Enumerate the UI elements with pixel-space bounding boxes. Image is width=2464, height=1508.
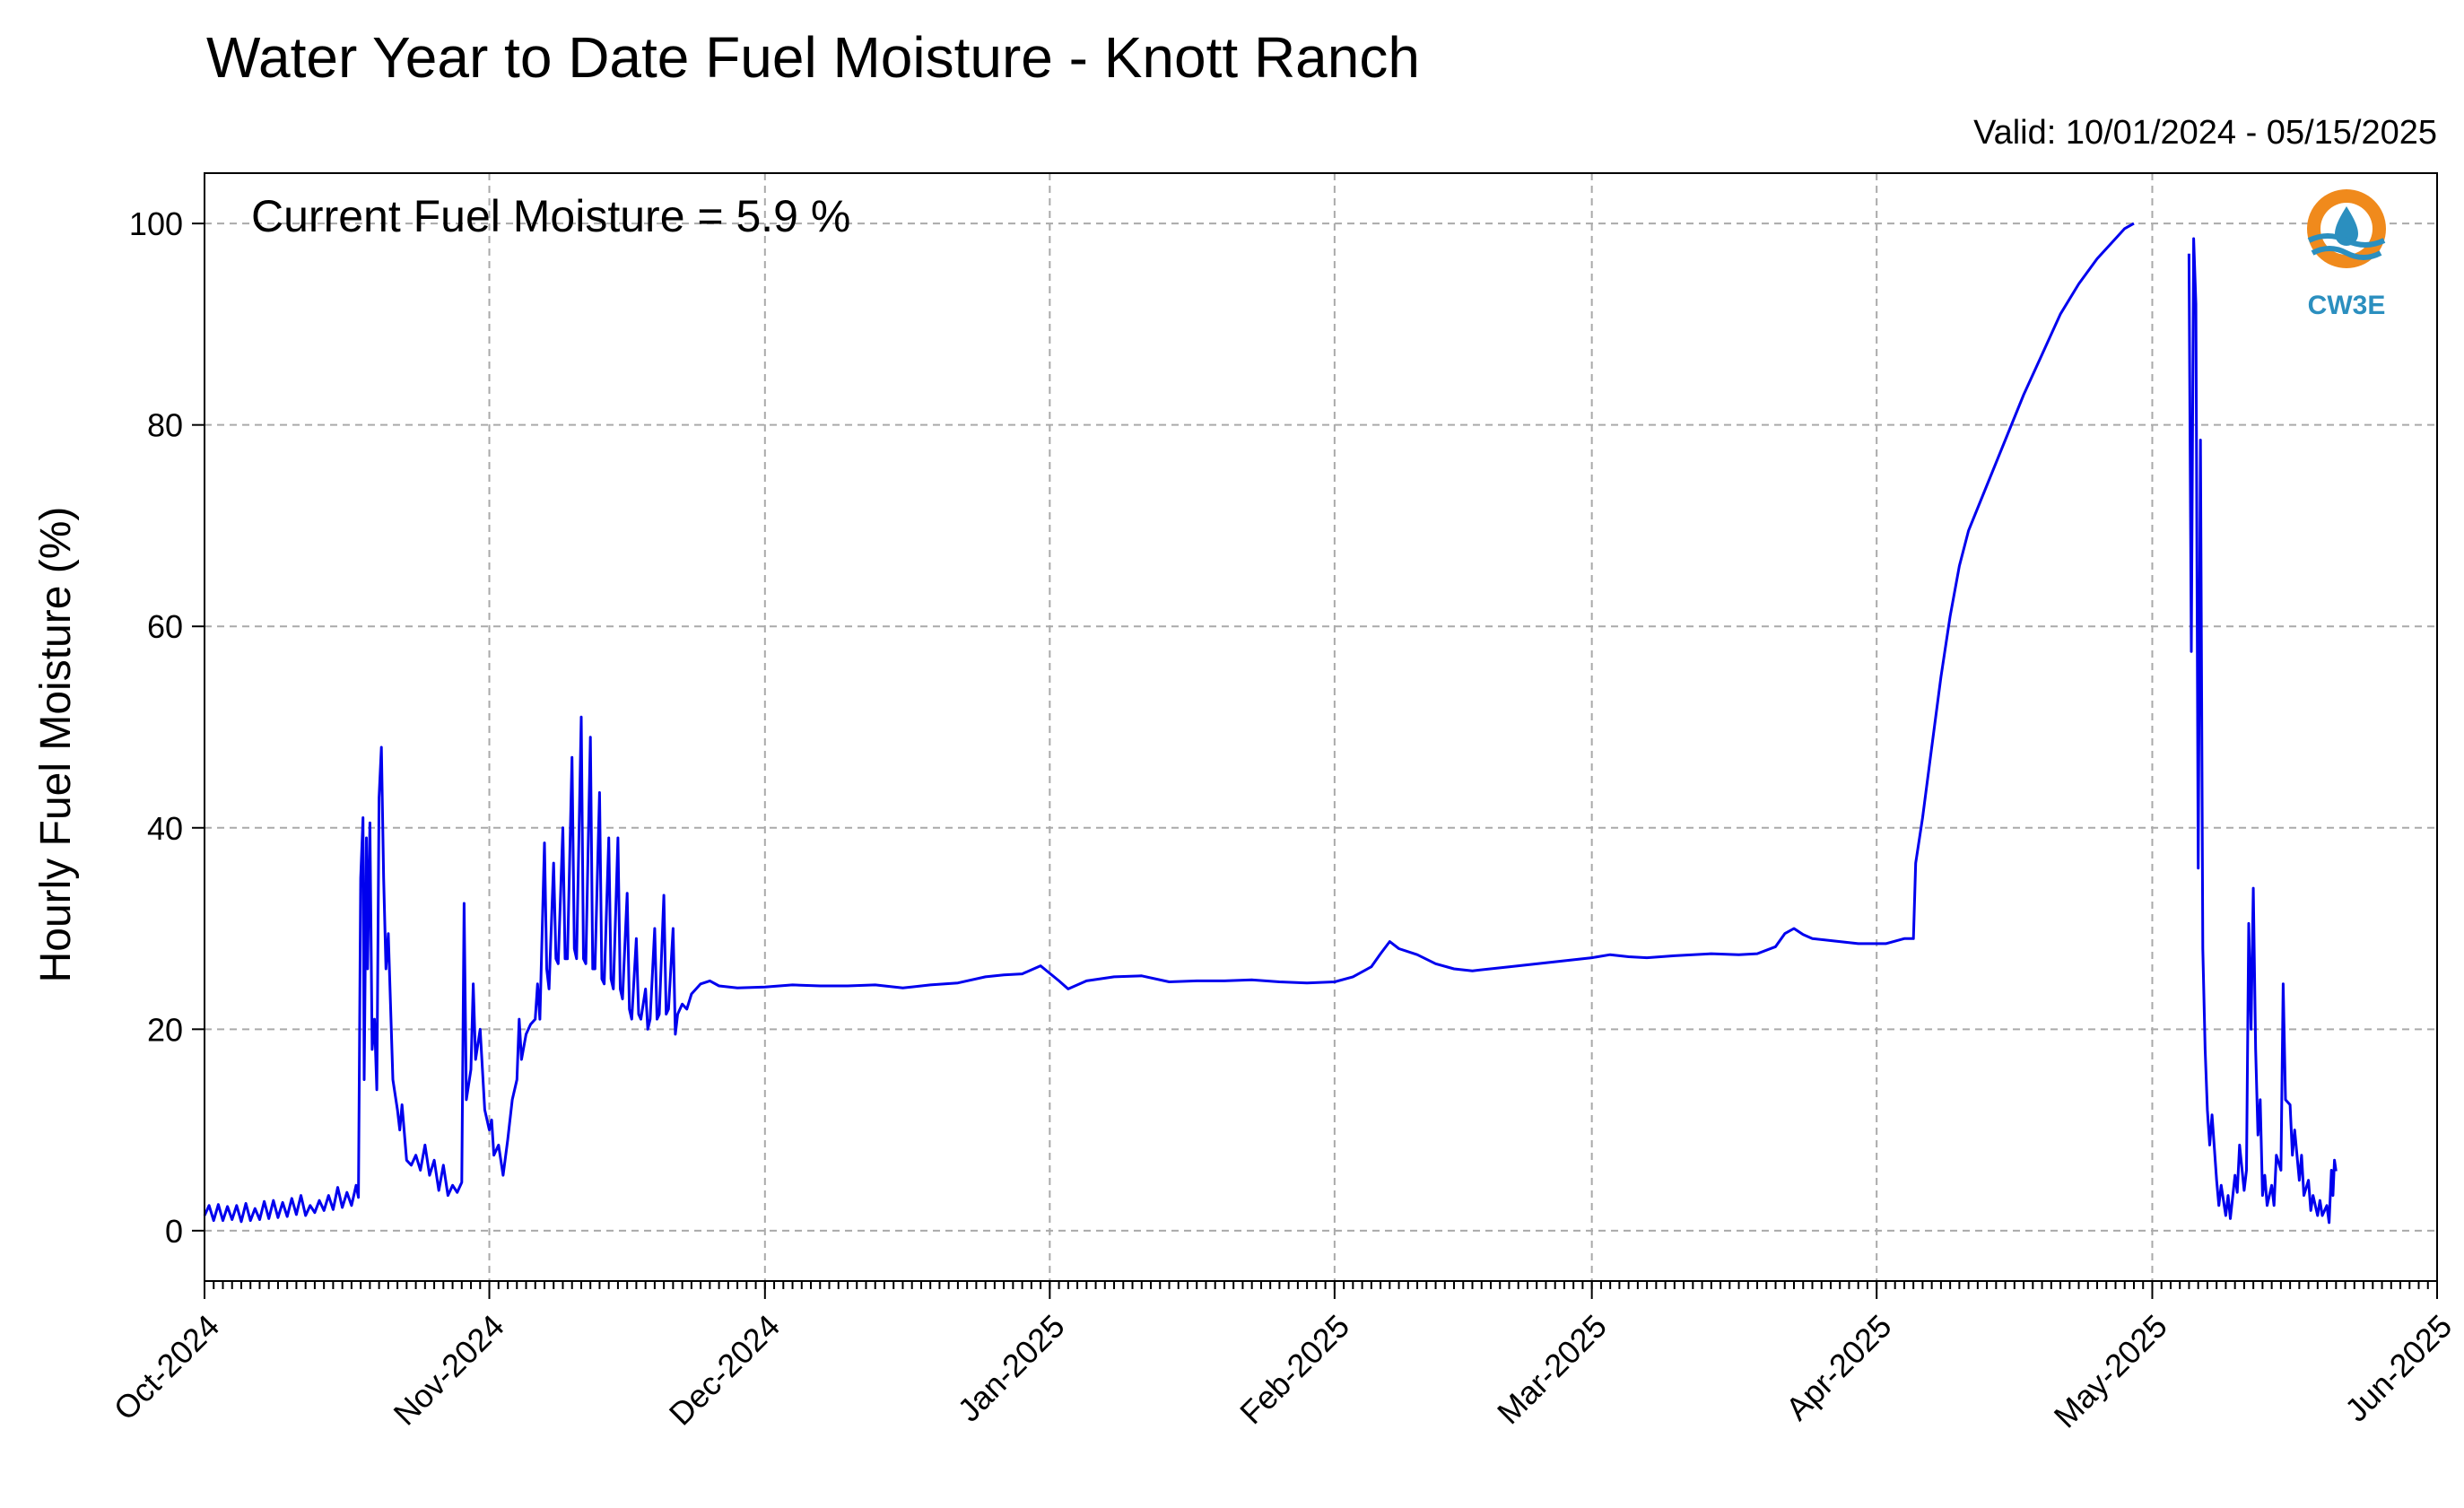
x-tick-label: Feb-2025 (1232, 1307, 1356, 1431)
current-moisture-annotation: Current Fuel Moisture = 5.9 % (251, 191, 850, 241)
series-layer (203, 222, 2338, 1225)
x-tick-label: Apr-2025 (1779, 1307, 1899, 1427)
x-tick-label: Jun-2025 (2338, 1307, 2459, 1428)
series-line-1 (203, 222, 2135, 1224)
cw3e-logo: CW3E (2307, 189, 2386, 320)
y-tick-label: 100 (129, 205, 183, 242)
grid (205, 173, 2437, 1281)
x-tick-label: Jan-2025 (951, 1307, 1072, 1428)
chart-subtitle: Valid: 10/01/2024 - 05/15/2025 (1973, 114, 2437, 152)
y-tick-label: 60 (147, 608, 183, 645)
y-tick-label: 40 (147, 810, 183, 847)
chart-title: Water Year to Date Fuel Moisture - Knott… (206, 25, 1420, 90)
x-tick-label: Oct-2024 (107, 1307, 227, 1427)
x-tick-label: Nov-2024 (386, 1307, 510, 1432)
series-line-2 (2187, 237, 2338, 1225)
y-tick-labels: 0 20 40 60 80 100 (129, 205, 183, 1250)
y-tick-label: 0 (165, 1213, 183, 1250)
axis-ticks (192, 222, 2438, 1299)
y-tick-label: 20 (147, 1011, 183, 1048)
wave-icon (2307, 233, 2386, 248)
plot-frame (204, 172, 2438, 1282)
y-axis-label: Hourly Fuel Moisture (%) (32, 507, 80, 983)
x-tick-label: May-2025 (2047, 1307, 2174, 1434)
logo-text: CW3E (2308, 291, 2386, 320)
x-tick-label: Dec-2024 (662, 1307, 787, 1432)
x-tick-label: Mar-2025 (1490, 1307, 1614, 1431)
y-tick-label: 80 (147, 407, 183, 444)
x-tick-labels: Oct-2024 Nov-2024 Dec-2024 Jan-2025 Feb-2025… (107, 1307, 2460, 1434)
wave-icon-2 (2311, 246, 2382, 260)
